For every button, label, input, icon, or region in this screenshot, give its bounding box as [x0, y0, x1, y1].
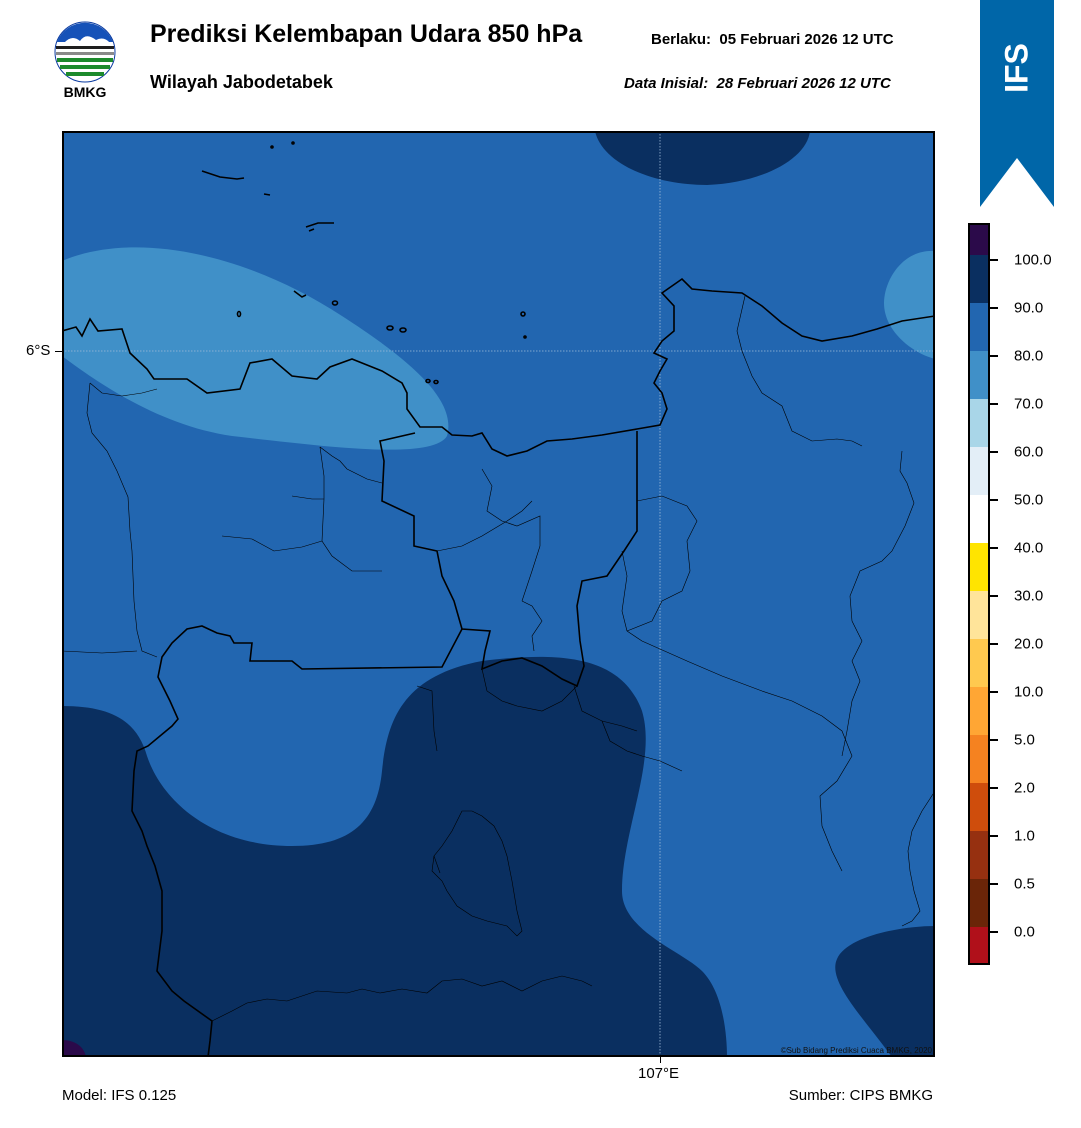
colorbar-tick	[990, 403, 998, 405]
colorbar-segment	[970, 399, 988, 447]
colorbar-segment	[970, 255, 988, 303]
init-time-line: Data Inisial: 28 Februari 2026 12 UTC	[624, 75, 891, 92]
colorbar-label: 1.0	[1014, 827, 1035, 845]
map-copyright: ©Sub Bidang Prediksi Cuaca BMKG, 2020	[781, 1046, 933, 1055]
province-boundaries	[131, 431, 638, 1057]
colorbar-segment	[970, 303, 988, 351]
longitude-label: 107°E	[638, 1065, 680, 1082]
colorbar-label: 10.0	[1014, 683, 1044, 701]
colorbar-segment	[970, 831, 988, 879]
humidity-band-90-100-southeast	[835, 926, 935, 1057]
ifs-badge: IFS	[980, 0, 1054, 210]
colorbar-label: 40.0	[1014, 539, 1044, 557]
bmkg-logo-icon	[54, 21, 116, 83]
humidity-band-100	[62, 1040, 86, 1057]
colorbar-tick	[990, 355, 998, 357]
colorbar-tick	[990, 691, 998, 693]
colorbar-label: 50.0	[1014, 491, 1044, 509]
colorbar-tick	[990, 883, 998, 885]
chart-title: Prediksi Kelembapan Udara 850 hPa	[150, 20, 583, 48]
source-label: Sumber: CIPS BMKG	[788, 1087, 933, 1104]
colorbar-segment	[970, 351, 988, 399]
bmkg-logo: BMKG	[52, 20, 118, 102]
colorbar-tick	[990, 787, 998, 789]
model-label: Model: IFS 0.125	[62, 1087, 177, 1104]
colorbar-segment	[970, 447, 988, 495]
colorbar	[968, 223, 990, 965]
district-boundaries	[62, 295, 935, 1022]
colorbar-label: 5.0	[1014, 731, 1035, 749]
colorbar-tick	[990, 259, 998, 261]
colorbar-tick	[990, 595, 998, 597]
chart-subtitle: Wilayah Jabodetabek	[150, 72, 333, 92]
colorbar-segment	[970, 543, 988, 591]
init-time: 28 Februari 2026 12 UTC	[716, 75, 891, 92]
humidity-band-70-80-west	[62, 247, 449, 450]
north-coastline	[62, 277, 935, 457]
colorbar-label: 0.0	[1014, 923, 1035, 941]
ribbon-shape-icon	[980, 0, 1054, 207]
colorbar-tick	[990, 739, 998, 741]
colorbar-tick	[990, 931, 998, 933]
colorbar-segment	[970, 927, 988, 963]
colorbar-label: 90.0	[1014, 299, 1044, 317]
colorbar-label: 20.0	[1014, 635, 1044, 653]
valid-time: 05 Februari 2026 12 UTC	[719, 31, 894, 48]
colorbar-segment	[970, 687, 988, 735]
latitude-label: 6°S	[26, 342, 51, 359]
init-label: Data Inisial:	[624, 75, 709, 92]
colorbar-label: 0.5	[1014, 875, 1035, 893]
humidity-band-70-80-east	[884, 250, 935, 359]
colorbar-segment	[970, 591, 988, 639]
colorbar-label: 70.0	[1014, 395, 1044, 413]
colorbar-tick	[990, 499, 998, 501]
colorbar-segment	[970, 735, 988, 783]
colorbar-label: 100.0	[1014, 251, 1052, 269]
islands	[201, 141, 527, 385]
colorbar-label: 60.0	[1014, 443, 1044, 461]
colorbar-tick	[990, 643, 998, 645]
colorbar-segment	[970, 225, 988, 255]
colorbar-segments	[970, 225, 988, 963]
humidity-map: ©Sub Bidang Prediksi Cuaca BMKG, 2020	[62, 131, 935, 1057]
colorbar-label: 30.0	[1014, 587, 1044, 605]
humidity-band-90-100-north	[595, 131, 810, 185]
lat-tick	[55, 351, 62, 352]
colorbar-label: 80.0	[1014, 347, 1044, 365]
colorbar-tick	[990, 547, 998, 549]
colorbar-tick	[990, 835, 998, 837]
colorbar-label: 2.0	[1014, 779, 1035, 797]
colorbar-tick	[990, 307, 998, 309]
colorbar-segment	[970, 495, 988, 543]
colorbar-tick	[990, 451, 998, 453]
colorbar-segment	[970, 639, 988, 687]
colorbar-segment	[970, 783, 988, 831]
logo-text: BMKG	[63, 84, 107, 100]
lon-tick	[660, 1057, 661, 1063]
valid-label: Berlaku:	[651, 31, 712, 48]
colorbar-segment	[970, 879, 988, 927]
valid-time-line: Berlaku: 05 Februari 2026 12 UTC	[651, 31, 894, 48]
humidity-band-90-100-south	[62, 656, 727, 1057]
ifs-badge-text: IFS	[998, 43, 1035, 93]
